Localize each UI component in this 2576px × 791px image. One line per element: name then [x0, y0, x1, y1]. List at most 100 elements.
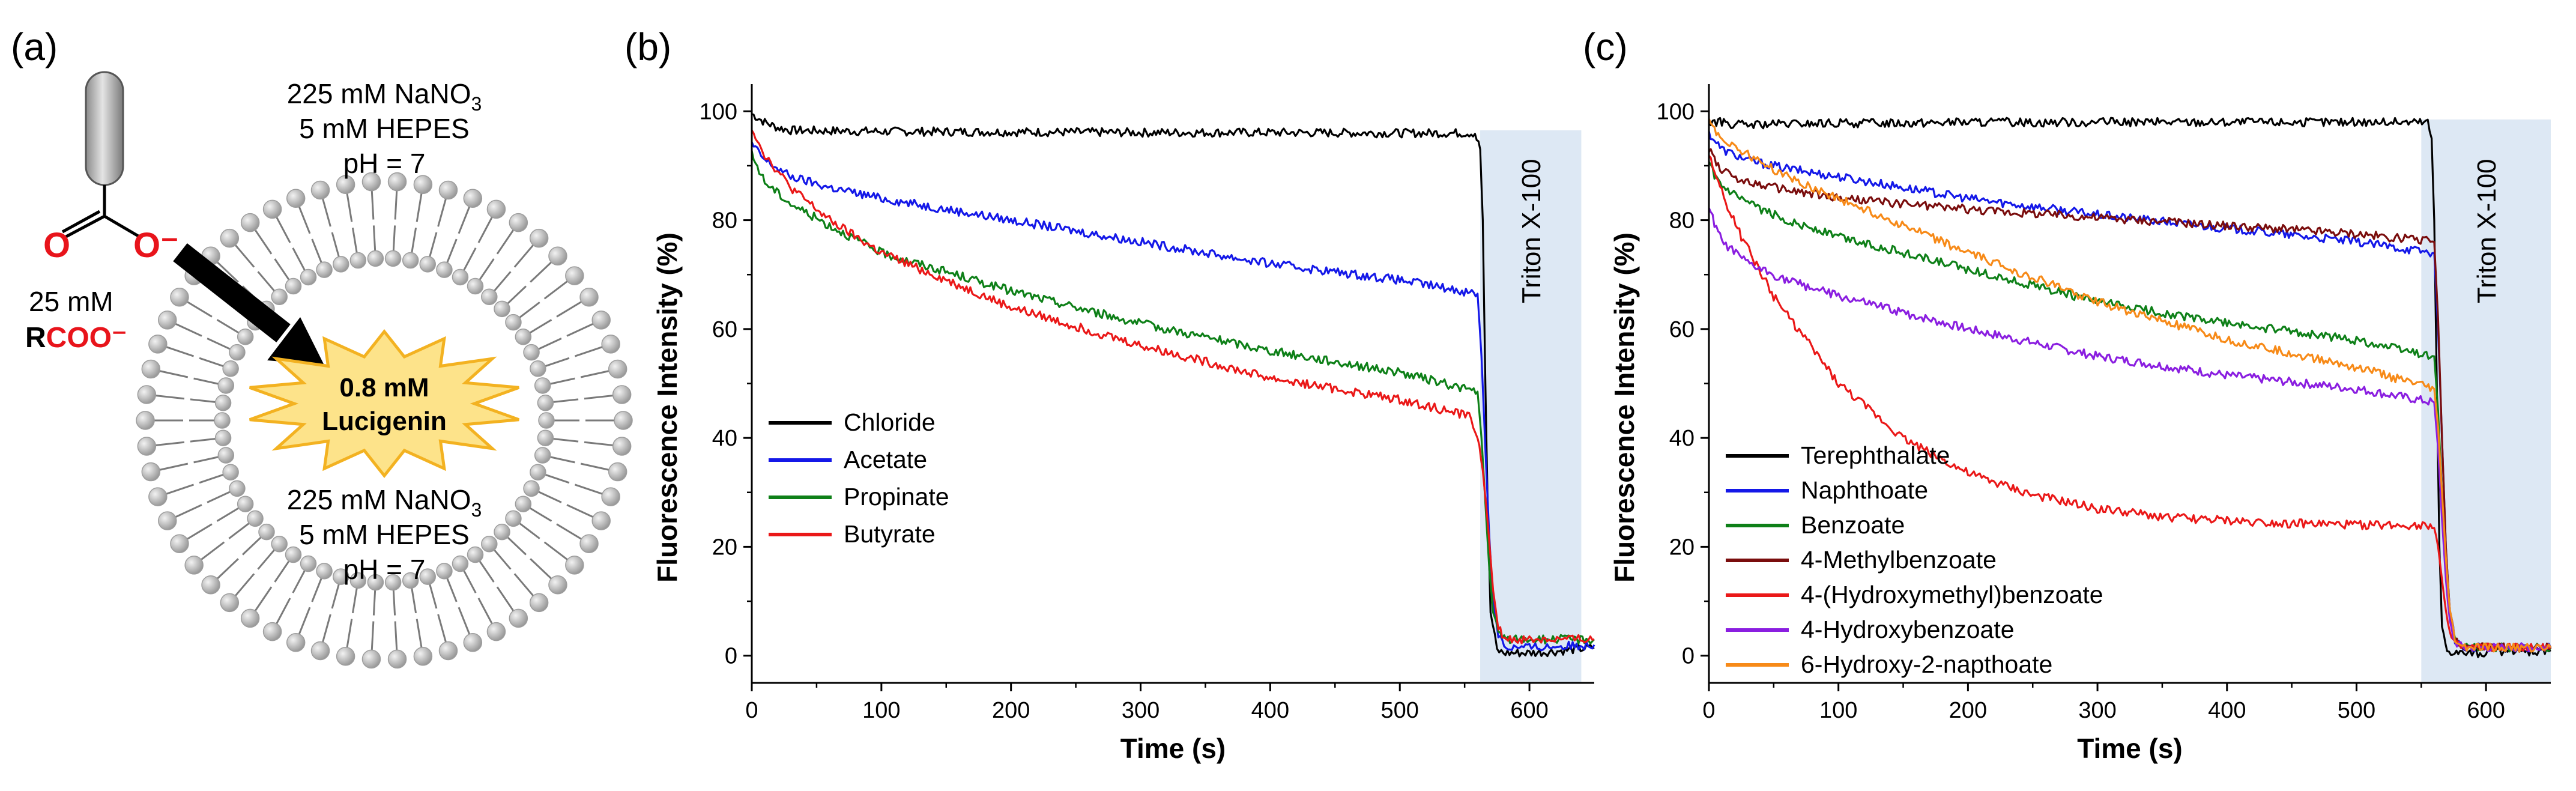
y-tick-label: 60 — [712, 317, 737, 342]
lipid-head — [529, 228, 549, 248]
lipid-head — [534, 447, 551, 464]
lipid-head — [534, 377, 551, 394]
lipid-head — [614, 411, 633, 430]
lipid-head — [361, 172, 381, 192]
oxygen-left: O — [43, 226, 70, 265]
y-tick-label: 100 — [700, 99, 737, 124]
legend-label: Chloride — [844, 408, 936, 436]
lipid-head — [438, 180, 458, 200]
lipid-tail — [253, 228, 273, 255]
lipid-head — [601, 335, 620, 354]
lipid-head — [509, 213, 528, 232]
lipid-tail — [257, 271, 276, 292]
y-tick-label: 80 — [712, 208, 737, 234]
lipid-head — [438, 641, 458, 661]
panel-a-label: (a) — [11, 25, 58, 68]
lipid-tail — [321, 614, 331, 644]
y-tick-label: 0 — [1682, 644, 1695, 669]
x-tick-label: 200 — [1949, 698, 1987, 723]
lipid-tail — [411, 228, 417, 253]
series-line-4-methylbenzoate — [1708, 148, 2552, 653]
lipid-tail — [158, 369, 189, 378]
lipid-tail — [446, 238, 458, 264]
lipid-head — [184, 556, 204, 575]
lipid-tail — [518, 522, 540, 539]
lipid-tail — [372, 589, 376, 616]
lipid-tail — [242, 536, 262, 556]
lipid-head — [591, 511, 611, 530]
y-tick-label: 40 — [1669, 426, 1695, 451]
lipid-head — [452, 268, 469, 286]
lipid-head — [486, 199, 506, 219]
lipid-head — [137, 437, 157, 456]
lipid-tail — [174, 322, 202, 337]
lipid-head — [258, 523, 275, 541]
lipid-head — [367, 574, 384, 591]
svg-text:RCOO⁻: RCOO⁻ — [25, 322, 127, 354]
lipid-head — [170, 534, 189, 553]
y-tick-label: 20 — [712, 535, 737, 560]
lipid-tail — [549, 377, 575, 385]
lipid-head — [222, 360, 239, 377]
lipid-tail — [351, 587, 358, 613]
lipid-head — [262, 622, 282, 641]
triton-annotation: Triton X-100 — [2472, 159, 2502, 303]
lipid-tail — [437, 197, 447, 227]
lipid-tail — [530, 261, 553, 283]
axes — [743, 84, 1594, 691]
lipid-tail — [544, 473, 570, 484]
lipid-head — [217, 447, 235, 464]
burst-shape — [249, 329, 520, 479]
lipid-tail — [174, 504, 202, 519]
lipid-head — [220, 228, 240, 248]
lipid-head — [612, 385, 632, 404]
lipid-tail — [530, 558, 553, 580]
lipid-head — [229, 344, 246, 361]
lipid-tail — [462, 569, 477, 593]
lipid-head — [136, 411, 155, 430]
lipid-tail — [458, 205, 471, 234]
lipid-head — [481, 288, 498, 305]
lipid-tail — [580, 369, 611, 378]
x-tick-label: 100 — [1819, 698, 1857, 723]
lipid-head — [229, 480, 246, 497]
lipid-head — [591, 311, 611, 330]
series-line-terephthalate — [1708, 117, 2551, 658]
lipid-head — [141, 462, 161, 482]
lipid-tail — [216, 558, 239, 580]
lipid-tail — [477, 598, 494, 625]
y-axis-title: Fluorescence Intensity (%) — [652, 232, 683, 583]
x-tick-label: 500 — [1381, 698, 1419, 723]
lipid-tail — [186, 523, 213, 541]
lipid-tail — [493, 548, 512, 570]
outer-conditions: 225 mM NaNO3 5 mM HEPES pH = 7 — [287, 78, 482, 179]
lipid-tail — [566, 504, 595, 519]
lipid-head — [436, 261, 453, 278]
lipid-head — [608, 462, 627, 482]
lipid-head — [286, 632, 306, 652]
lipid-head — [419, 568, 436, 585]
lipid-tail — [228, 522, 250, 539]
lipid-head — [170, 288, 189, 307]
lipid-tail — [275, 598, 291, 625]
lucigenin-burst: 0.8 mM Lucigenin — [249, 329, 520, 479]
lipid-head — [419, 256, 436, 273]
arrow-head — [267, 317, 324, 365]
lipid-bilayer-vesicle — [136, 172, 633, 669]
legend-label: 4-Hydroxybenzoate — [1801, 616, 2015, 643]
lipid-tail — [207, 338, 231, 350]
lipid-tail — [370, 189, 375, 220]
lipid-tail — [543, 279, 569, 300]
lipid-tail — [154, 394, 185, 400]
series-line-propinate — [751, 150, 1595, 645]
lipid-head — [565, 556, 584, 575]
lipid-tail — [574, 345, 604, 357]
tick-labels: 0 100 200 300 400 500 600 0 20 40 60 80 100 — [700, 99, 1549, 723]
lipid-head — [463, 189, 483, 208]
lipid-head — [349, 252, 367, 269]
legend-label: Benzoate — [1801, 511, 1905, 539]
series-line-chloride — [751, 113, 1595, 658]
carboxylate-group: COO⁻ — [46, 322, 127, 354]
lipid-head — [262, 199, 282, 219]
